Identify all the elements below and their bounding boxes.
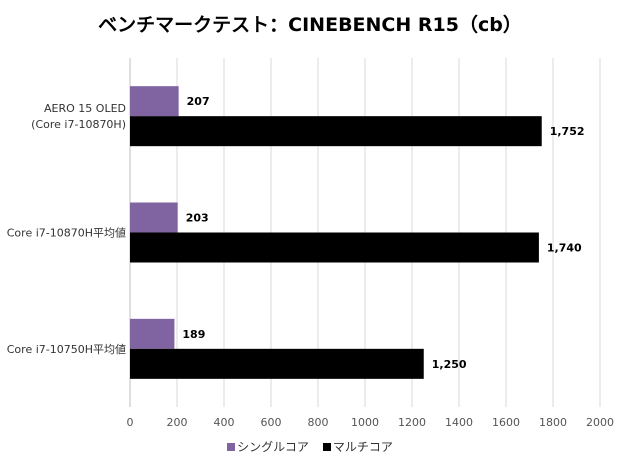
- x-tick-label: 600: [261, 416, 282, 429]
- data-label: 1,740: [547, 242, 582, 255]
- bar-multi: [130, 116, 542, 147]
- bar-single: [130, 202, 178, 233]
- bar-multi: [130, 232, 539, 263]
- chart-legend: シングルコア マルチコア: [0, 438, 620, 455]
- data-label: 1,752: [550, 125, 585, 138]
- bar-single: [130, 318, 175, 349]
- x-tick-label: 800: [308, 416, 329, 429]
- data-label: 207: [187, 95, 210, 108]
- x-tick-label: 1800: [539, 416, 567, 429]
- data-label: 203: [186, 212, 209, 225]
- x-tick-label: 1000: [351, 416, 379, 429]
- legend-item-single: シングルコア: [227, 438, 309, 455]
- legend-label-multi: マルチコア: [332, 440, 393, 454]
- x-tick-label: 400: [214, 416, 235, 429]
- category-label: Core i7-10870H平均値: [7, 227, 126, 240]
- legend-label-single: シングルコア: [237, 440, 309, 454]
- legend-item-multi: マルチコア: [322, 438, 393, 455]
- x-tick-label: 2000: [586, 416, 614, 429]
- category-label: AERO 15 OLED: [44, 102, 126, 115]
- x-tick-label: 200: [167, 416, 188, 429]
- chart-title: ベンチマークテスト：CINEBENCH R15（cb）: [98, 14, 522, 36]
- x-tick-label: 1400: [445, 416, 473, 429]
- data-label: 189: [182, 328, 205, 341]
- x-tick-label: 1600: [492, 416, 520, 429]
- category-label: (Core i7-10870H): [31, 118, 126, 131]
- legend-swatch-single: [227, 442, 236, 451]
- data-label: 1,250: [432, 358, 467, 371]
- x-tick-label: 0: [127, 416, 134, 429]
- bar-single: [130, 86, 179, 117]
- legend-swatch-multi: [322, 442, 331, 451]
- bar-multi: [130, 348, 424, 379]
- category-label: Core i7-10750H平均値: [7, 343, 126, 356]
- x-tick-label: 1200: [398, 416, 426, 429]
